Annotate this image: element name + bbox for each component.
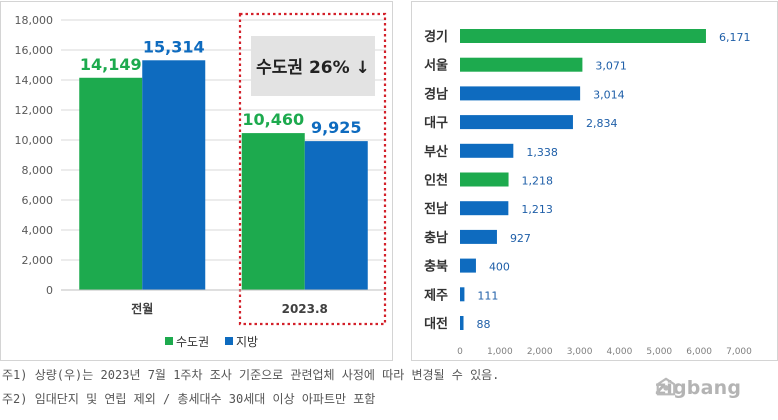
- highlight-box: [238, 12, 387, 326]
- legend-swatch: [225, 337, 233, 345]
- legend-label: 지방: [236, 335, 258, 349]
- region-label: 경남: [424, 86, 448, 102]
- region-value-label: 3,071: [595, 60, 627, 73]
- footnote-2: 주2) 임대단지 및 연립 제외 / 총세대수 30세대 이상 아파트만 포함: [2, 392, 376, 406]
- x-tick-label: 2,000: [527, 347, 553, 357]
- region-bar: [460, 57, 583, 72]
- annotation-box: [251, 36, 375, 96]
- region-label: 서울: [424, 58, 448, 74]
- region-bar: [460, 86, 581, 101]
- y-tick-label: 0: [46, 284, 53, 297]
- x-tick-label: 0: [457, 347, 463, 357]
- x-tick-label: 5,000: [646, 347, 672, 357]
- region-value-label: 2,834: [586, 117, 618, 130]
- bar-value-label: 9,925: [311, 118, 362, 137]
- y-tick-label: 2,000: [22, 254, 54, 267]
- footnote-1: 주1) 상량(우)는 2023년 7월 1주차 조사 기준으로 관련업체 사정에…: [2, 368, 500, 382]
- zigbang-logo-icon: [656, 377, 676, 396]
- x-category-label: 2023.8: [282, 302, 328, 316]
- x-category-label: 전월: [131, 301, 153, 316]
- x-tick-label: 1,000: [487, 347, 513, 357]
- regional-horizontal-bar-chart: 경기 6,171 서울 3,071 경남 3,014 대구 2,834 부산 1,338 인천 1,2…: [424, 29, 752, 357]
- x-tick-label: 3,000: [567, 347, 593, 357]
- y-tick-label: 10,000: [15, 134, 54, 147]
- region-bar: [460, 172, 509, 187]
- legend-swatch: [165, 337, 173, 345]
- region-label: 충북: [424, 259, 448, 275]
- region-label: 대구: [424, 116, 448, 131]
- zigbang-logo: zigbang: [655, 376, 741, 400]
- y-tick-label: 14,000: [15, 74, 54, 87]
- legend-label: 수도권: [176, 335, 209, 349]
- y-tick-label: 8,000: [22, 164, 54, 177]
- y-tick-label: 18,000: [15, 14, 54, 27]
- region-label: 전남: [424, 201, 448, 217]
- monthly-comparison-chart-panel: 0 2,000 4,000 6,000 8,000 10,000 12,000 14,000 1…: [0, 1, 393, 361]
- bar-provincial: [142, 60, 206, 290]
- region-label: 인천: [424, 173, 448, 189]
- regional-chart-panel: 경기 6,171 서울 3,071 경남 3,014 대구 2,834 부산 1,338 인천 1,2…: [411, 1, 778, 361]
- x-tick-label: 4,000: [607, 347, 633, 357]
- x-tick-label: 6,000: [686, 347, 712, 357]
- region-bar: [460, 201, 509, 216]
- region-label: 제주: [424, 288, 448, 303]
- bar-capital: [241, 133, 305, 290]
- region-bar: [460, 29, 706, 43]
- region-label: 부산: [424, 144, 448, 160]
- region-bar: [460, 115, 573, 130]
- region-value-label: 400: [489, 261, 510, 274]
- bar-value-label: 14,149: [80, 55, 142, 74]
- region-bar: [460, 229, 497, 244]
- bar-provincial: [304, 141, 368, 290]
- monthly-comparison-chart: 0 2,000 4,000 6,000 8,000 10,000 12,000 14,000 1…: [15, 12, 387, 349]
- y-tick-label: 12,000: [15, 104, 54, 117]
- region-value-label: 927: [510, 232, 531, 245]
- region-bar: [460, 287, 465, 302]
- y-tick-label: 6,000: [22, 194, 54, 207]
- region-value-label: 1,218: [522, 175, 554, 188]
- bar-value-label: 15,314: [143, 37, 205, 56]
- region-label: 경기: [424, 29, 448, 45]
- bar-value-label: 10,460: [242, 110, 304, 129]
- y-tick-label: 16,000: [15, 44, 54, 57]
- region-value-label: 111: [477, 289, 498, 302]
- region-bar: [460, 143, 514, 158]
- annotation-text: 수도권 26% ↓: [256, 58, 370, 78]
- region-value-label: 1,213: [521, 203, 552, 216]
- region-value-label: 3,014: [593, 88, 625, 101]
- region-label: 대전: [424, 316, 448, 332]
- bar-capital: [79, 77, 143, 290]
- x-tick-label: 7,000: [726, 347, 752, 357]
- zigbang-wordmark: zigbang: [655, 377, 742, 399]
- region-value-label: 88: [477, 318, 491, 331]
- y-tick-label: 4,000: [22, 224, 54, 237]
- region-value-label: 6,171: [719, 31, 751, 44]
- region-label: 충남: [424, 230, 448, 246]
- region-bar: [460, 316, 464, 330]
- region-value-label: 1,338: [526, 146, 558, 159]
- region-bar: [460, 258, 476, 273]
